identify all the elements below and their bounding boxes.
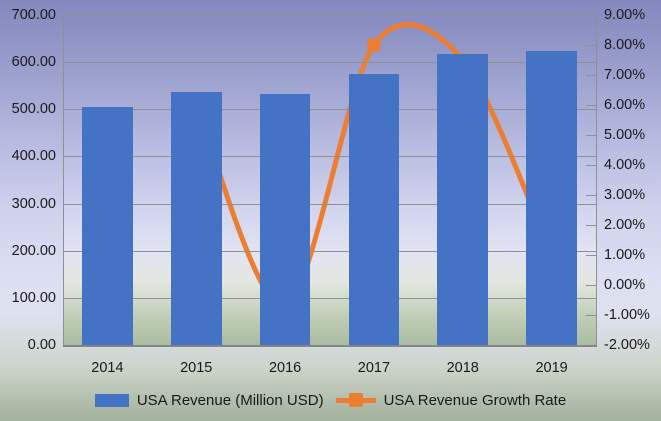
left-axis-tick-label: 300.00 bbox=[11, 195, 56, 212]
bar-2014 bbox=[82, 106, 133, 345]
x-axis-label-2018: 2018 bbox=[446, 360, 479, 376]
right-axis-tick bbox=[586, 255, 596, 256]
right-axis-tick-label: -2.00% bbox=[604, 337, 650, 353]
right-axis-tick bbox=[586, 135, 596, 136]
growth-legend-label: USA Revenue Growth Rate bbox=[383, 391, 567, 409]
revenue-legend-label: USA Revenue (Million USD) bbox=[136, 391, 324, 409]
left-axis-line bbox=[63, 15, 64, 345]
right-axis-tick-label: 6.00% bbox=[604, 97, 646, 113]
right-axis-tick-label: 1.00% bbox=[604, 247, 646, 263]
right-axis-tick-label: 8.00% bbox=[604, 37, 646, 53]
left-axis-tick-label: 0.00 bbox=[27, 337, 56, 353]
gridline bbox=[63, 15, 596, 16]
plot-area bbox=[63, 15, 596, 345]
right-axis-tick bbox=[586, 75, 596, 76]
left-axis-tick-label: 100.00 bbox=[11, 289, 56, 306]
right-axis-tick bbox=[586, 15, 596, 16]
right-axis-tick bbox=[586, 105, 596, 106]
bar-2018 bbox=[437, 53, 489, 345]
right-axis-tick bbox=[586, 285, 596, 286]
right-axis-tick bbox=[586, 45, 596, 46]
right-axis-tick-label: 0.00% bbox=[604, 277, 646, 293]
bar-2019 bbox=[526, 50, 577, 345]
right-axis-tick-label: 7.00% bbox=[604, 67, 646, 83]
x-axis-line bbox=[63, 345, 597, 347]
right-axis-tick-label: -1.00% bbox=[604, 307, 650, 323]
right-axis-tick bbox=[586, 315, 596, 316]
x-axis-label-2019: 2019 bbox=[535, 360, 568, 376]
gridline bbox=[63, 297, 596, 299]
growth-marker-icon bbox=[348, 393, 363, 407]
right-axis-line bbox=[596, 15, 597, 345]
x-axis-label-2014: 2014 bbox=[91, 360, 124, 376]
right-axis-tick-label: 5.00% bbox=[604, 127, 646, 143]
x-axis-label-2017: 2017 bbox=[357, 360, 391, 376]
right-axis-tick-label: 3.00% bbox=[604, 187, 646, 203]
bar-2017 bbox=[348, 73, 400, 345]
gridline bbox=[63, 156, 596, 158]
right-axis-tick bbox=[586, 165, 596, 166]
bar-2016 bbox=[259, 94, 311, 345]
left-axis-tick-label: 600.00 bbox=[11, 54, 56, 71]
growth-line-marker-icon bbox=[335, 393, 376, 407]
right-axis-tick bbox=[586, 195, 596, 196]
right-axis-tick-label: 9.00% bbox=[604, 7, 646, 23]
x-axis-label-2015: 2015 bbox=[180, 360, 213, 376]
right-axis-tick bbox=[586, 225, 596, 226]
right-axis-tick-label: 2.00% bbox=[604, 217, 646, 233]
legend: USA Revenue (Million USD) USA Revenue Gr… bbox=[0, 390, 661, 410]
left-axis-tick-label: 700.00 bbox=[11, 7, 56, 23]
revenue-swatch-icon bbox=[94, 393, 129, 407]
gridline bbox=[63, 109, 596, 111]
gridline bbox=[63, 250, 596, 252]
left-axis-tick-label: 200.00 bbox=[11, 242, 56, 259]
gridline bbox=[63, 62, 596, 64]
left-axis-tick-label: 500.00 bbox=[11, 101, 56, 118]
x-axis-label-2016: 2016 bbox=[268, 360, 302, 376]
legend-item-growth: USA Revenue Growth Rate bbox=[335, 391, 567, 409]
bar-2015 bbox=[170, 92, 222, 345]
right-axis-tick-label: 4.00% bbox=[604, 157, 646, 173]
gridline bbox=[63, 203, 596, 205]
legend-item-revenue: USA Revenue (Million USD) bbox=[94, 391, 324, 409]
left-axis-tick-label: 400.00 bbox=[11, 148, 56, 165]
